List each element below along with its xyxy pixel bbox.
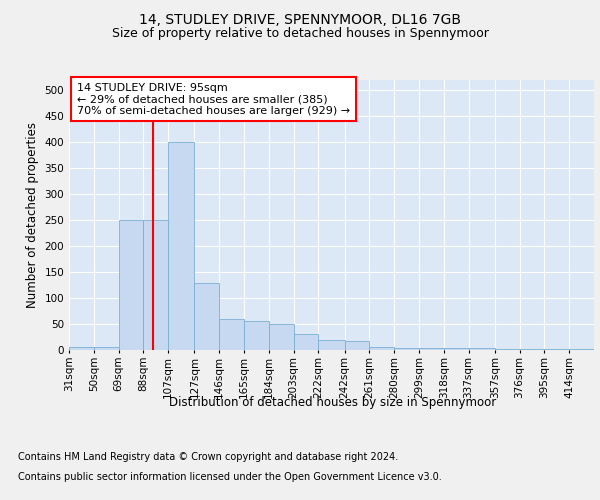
Text: Contains public sector information licensed under the Open Government Licence v3: Contains public sector information licen… (18, 472, 442, 482)
Text: Size of property relative to detached houses in Spennymoor: Size of property relative to detached ho… (112, 28, 488, 40)
Bar (495, 349, 520, 350)
Bar (119, 220, 143, 350)
Text: 14, STUDLEY DRIVE, SPENNYMOOR, DL16 7GB: 14, STUDLEY DRIVE, SPENNYMOOR, DL16 7GB (139, 12, 461, 26)
Bar (194, 282, 219, 350)
Bar (394, 348, 419, 350)
Bar (469, 348, 495, 350)
Text: Distribution of detached houses by size in Spennymoor: Distribution of detached houses by size … (169, 396, 497, 409)
Bar (319, 340, 344, 350)
Bar (444, 348, 469, 350)
Bar (168, 142, 194, 350)
Bar (143, 220, 168, 350)
Text: 14 STUDLEY DRIVE: 95sqm
← 29% of detached houses are smaller (385)
70% of semi-d: 14 STUDLEY DRIVE: 95sqm ← 29% of detache… (77, 82, 350, 116)
Bar (419, 348, 444, 350)
Bar (344, 340, 370, 350)
Bar (219, 319, 244, 350)
Bar (69, 348, 94, 350)
Bar (244, 322, 269, 350)
Y-axis label: Number of detached properties: Number of detached properties (26, 122, 39, 308)
Bar (269, 324, 293, 350)
Bar (94, 348, 119, 350)
Bar (569, 349, 594, 350)
Bar (370, 348, 394, 350)
Bar (293, 334, 319, 350)
Text: Contains HM Land Registry data © Crown copyright and database right 2024.: Contains HM Land Registry data © Crown c… (18, 452, 398, 462)
